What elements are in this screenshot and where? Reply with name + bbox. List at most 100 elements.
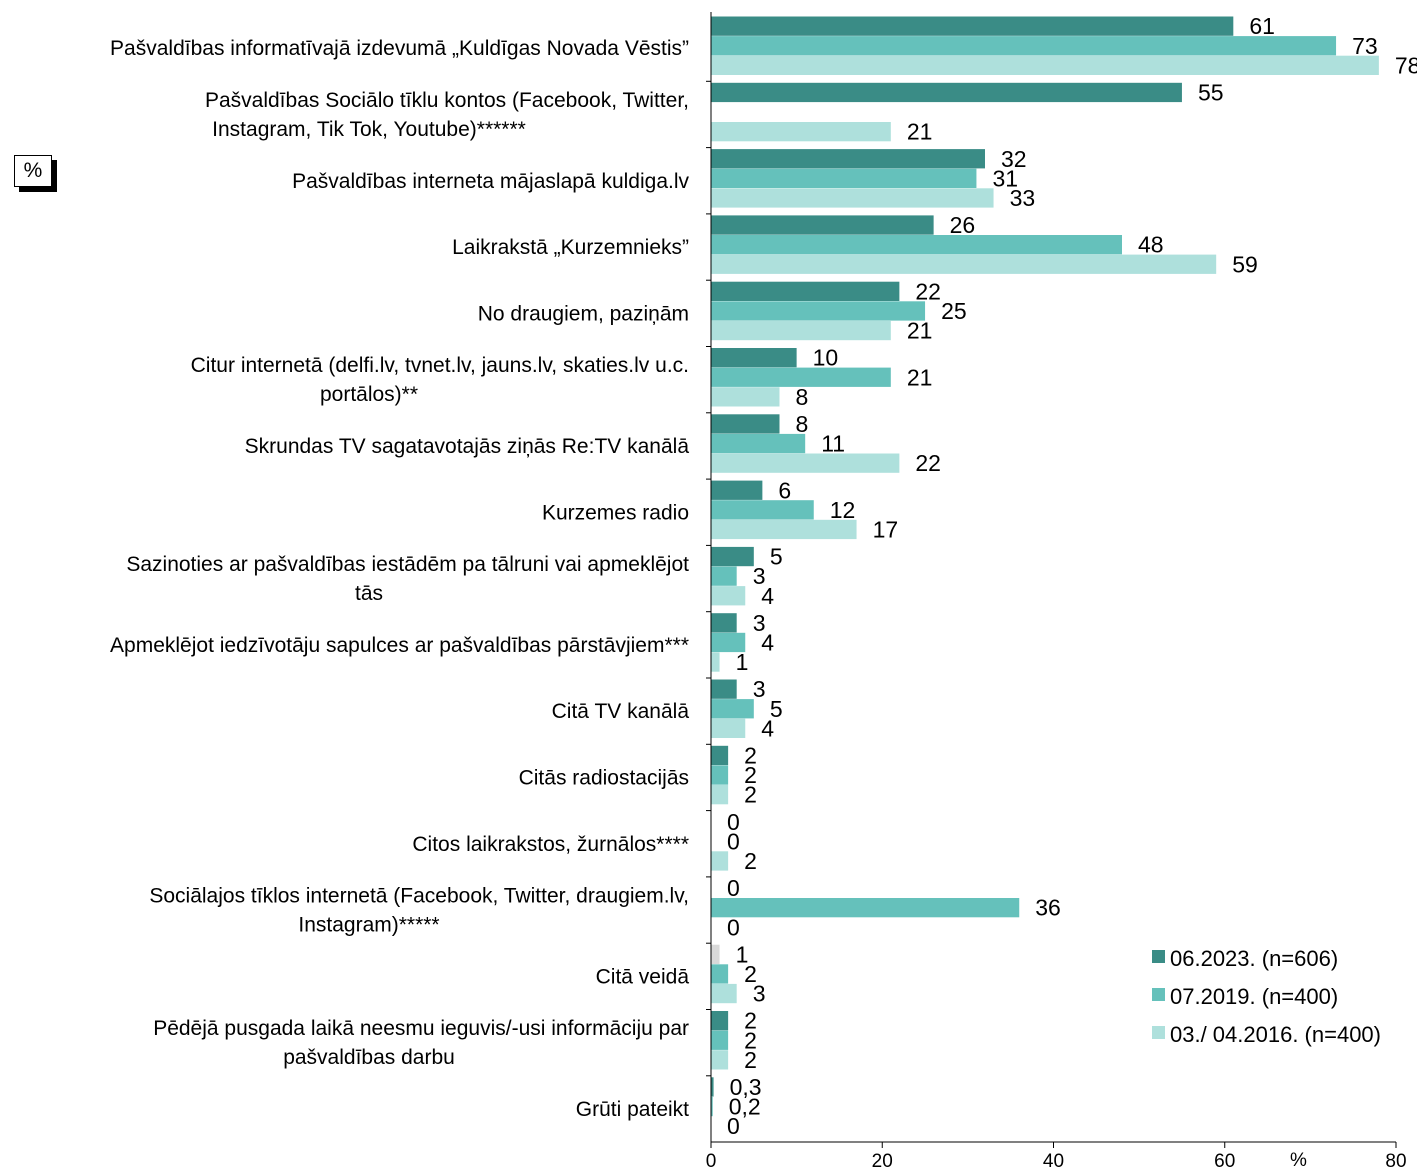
bar-06-2023-n-606 [711,149,985,169]
category-label: No draugiem, paziņām [478,302,689,325]
legend-swatch [1152,1026,1165,1039]
bar-07-2019-n-400 [711,500,814,520]
category-label-line: Kurzemes radio [542,501,689,524]
bar-06-2023-n-606 [711,613,737,633]
value-label: 11 [821,431,845,457]
value-label: 48 [1138,232,1164,258]
category-label-line: Citā veidā [596,965,690,988]
bar-06-2023-n-606 [711,16,1234,36]
category-label-line: pašvaldības darbu [283,1046,455,1069]
category-label-line: Instagram, Tik Tok, Youtube)****** [212,118,526,141]
value-label: 73 [1352,33,1378,59]
value-label: 0,3 [730,1074,762,1100]
x-tick-label: 0 [706,1151,717,1172]
bar-06-2023-n-606 [711,414,780,434]
bar-03-04-2016-n-400 [711,586,746,606]
value-label: 31 [992,165,1018,191]
bar-06-2023-n-606 [711,348,797,368]
category-label-line: Citā TV kanālā [552,700,690,723]
category-label-line: Citos laikrakstos, žurnālos**** [412,833,689,856]
value-label: 3 [753,563,766,589]
value-label: 2 [744,961,757,987]
value-label: 78 [1395,52,1417,78]
category-label: Grūti pateikt [576,1098,689,1121]
bar-06-2023-n-606 [711,679,737,699]
value-label: 55 [1198,79,1224,105]
x-tick-label: 20 [872,1151,893,1172]
bar-03-04-2016-n-400 [711,122,891,142]
category-label: Kurzemes radio [542,501,689,524]
category-label: Sazinoties ar pašvaldības iestādēm pa tā… [126,553,689,605]
bar-06-2023-n-606 [711,480,763,500]
bar-06-2023-n-606 [711,1077,714,1097]
category-label-line: Sazinoties ar pašvaldības iestādēm pa tā… [126,553,689,576]
bar-07-2019-n-400 [711,566,737,586]
bar-03-04-2016-n-400 [711,1050,729,1070]
category-label-line: Citās radiostacijās [519,766,689,789]
legend-label: 07.2019. (n=400) [1170,984,1338,1009]
bar-03-04-2016-n-400 [711,55,1379,75]
category-label: Pēdējā pusgada laikā neesmu ieguvis/-usi… [153,1017,689,1069]
bar-07-2019-n-400 [711,301,926,321]
bar-06-2023-n-606 [711,215,934,235]
value-label: 32 [1001,146,1027,172]
category-label-line: portālos)** [320,383,418,406]
category-label: Sociālajos tīklos internetā (Facebook, T… [149,885,689,937]
x-tick-label: 40 [1043,1151,1064,1172]
category-label: Pašvaldības interneta mājaslapā kuldiga.… [292,170,689,193]
value-label: 2 [744,1008,757,1034]
legend-swatch [1152,988,1165,1001]
category-label-line: No draugiem, paziņām [478,302,689,325]
percent-unit-badge: % [14,155,52,187]
category-labels-group: Pašvaldības informatīvajā izdevumā „Kuld… [110,37,711,1121]
category-label: Citur internetā (delfi.lv, tvnet.lv, jau… [191,354,689,406]
value-label: 21 [907,318,933,344]
legend-label: 06.2023. (n=606) [1170,946,1338,971]
bar-03-04-2016-n-400 [711,652,720,672]
value-label: 1 [736,941,749,967]
value-label: 59 [1232,251,1258,277]
category-label-line: tās [355,582,383,605]
value-label: 4 [761,629,774,655]
bar-06-2023-n-606 [711,82,1182,103]
value-label: 21 [907,364,933,390]
value-label: 2 [744,1027,757,1053]
bar-03-04-2016-n-400 [711,188,994,208]
value-label: 0 [727,828,740,854]
value-label: 0 [727,1113,740,1139]
value-label: 0,2 [729,1094,761,1120]
value-label: 36 [1035,895,1061,921]
x-tick-label: 80 [1385,1151,1406,1172]
bar-03-04-2016-n-400 [711,785,729,805]
bar-07-2019-n-400 [711,1096,713,1117]
category-label: Laikrakstā „Kurzemnieks” [452,236,689,259]
category-label-line: Pašvaldības informatīvajā izdevumā „Kuld… [110,37,689,60]
category-label-line: Pēdējā pusgada laikā neesmu ieguvis/-usi… [153,1017,689,1040]
bar-07-2019-n-400 [711,1030,729,1050]
value-label: 3 [753,981,766,1007]
value-label: 0 [727,809,740,835]
value-label: 5 [770,696,783,722]
value-label: 61 [1249,13,1275,39]
value-labels-group: 6173785521323133264859222521102188112261… [727,13,1417,1139]
legend: 06.2023. (n=606) 07.2019. (n=400) 03./ 04.… [1152,946,1381,1047]
bar-07-2019-n-400 [711,699,754,719]
bars-group [711,16,1379,1117]
category-label: Citos laikrakstos, žurnālos**** [412,833,689,856]
value-label: 22 [915,278,941,304]
x-tick-label: 60 [1214,1151,1235,1172]
category-label-line: Pašvaldības interneta mājaslapā kuldiga.… [292,170,689,193]
value-label: 1 [736,649,749,675]
category-label-line: Pašvaldības Sociālo tīklu kontos (Facebo… [205,89,689,112]
bar-06-2023-n-606 [711,745,729,766]
bar-06-2023-n-606 [711,281,900,301]
value-label: 12 [830,497,856,523]
value-label: 6 [778,477,791,503]
category-label-line: Grūti pateikt [576,1098,689,1121]
category-label: Apmeklējot iedzīvotāju sapulces ar pašva… [110,634,689,657]
value-label: 8 [796,411,809,437]
bar-03-04-2016-n-400 [711,718,746,738]
legend-label: 03./ 04.2016. (n=400) [1170,1022,1381,1047]
value-label: 33 [1010,185,1036,211]
